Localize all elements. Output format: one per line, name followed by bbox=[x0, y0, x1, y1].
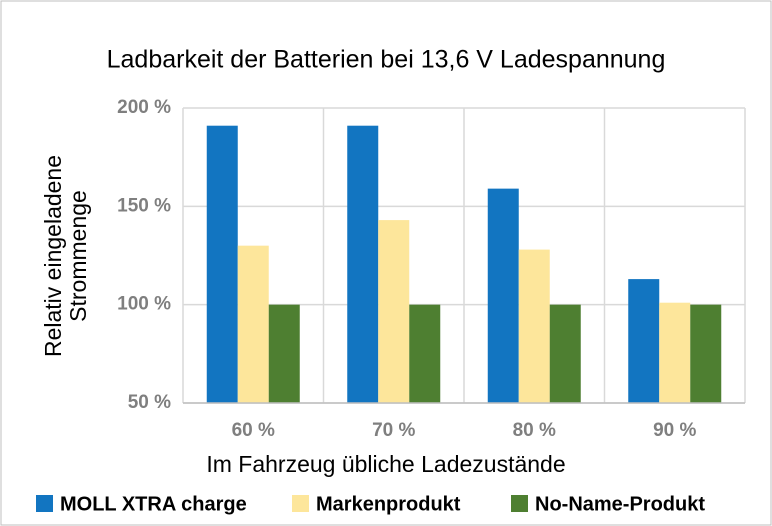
bar bbox=[628, 279, 660, 403]
bar bbox=[549, 304, 581, 403]
bar bbox=[659, 302, 691, 403]
x-axis-label: Im Fahrzeug übliche Ladezustände bbox=[206, 451, 565, 477]
bar bbox=[378, 220, 410, 403]
legend-label: No-Name-Produkt bbox=[535, 493, 705, 515]
bar bbox=[690, 304, 722, 403]
y-tick-label: 200 % bbox=[117, 97, 171, 118]
y-tick-label: 150 % bbox=[117, 195, 171, 216]
bar bbox=[518, 249, 550, 403]
bar bbox=[487, 188, 519, 403]
chart-title: Ladbarkeit der Batterien bei 13,6 V Lade… bbox=[107, 46, 666, 74]
bar bbox=[347, 125, 379, 403]
y-tick-label: 50 % bbox=[128, 392, 171, 413]
y-axis-label: Strommenge bbox=[65, 190, 91, 322]
y-tick-label: 100 % bbox=[117, 294, 171, 315]
legend-swatch bbox=[292, 495, 309, 512]
legend-label: MOLL XTRA charge bbox=[60, 493, 247, 515]
y-axis-label: Relativ eingeladene bbox=[40, 155, 66, 357]
bar bbox=[237, 245, 269, 403]
x-tick-label: 90 % bbox=[653, 420, 696, 441]
bar bbox=[206, 125, 238, 403]
legend-swatch bbox=[36, 495, 53, 512]
legend-label: Markenprodukt bbox=[316, 493, 461, 515]
x-tick-label: 80 % bbox=[513, 420, 556, 441]
x-tick-label: 70 % bbox=[372, 420, 415, 441]
bar bbox=[409, 304, 441, 403]
x-tick-label: 60 % bbox=[232, 420, 275, 441]
bar bbox=[268, 304, 300, 403]
legend-swatch bbox=[511, 495, 528, 512]
